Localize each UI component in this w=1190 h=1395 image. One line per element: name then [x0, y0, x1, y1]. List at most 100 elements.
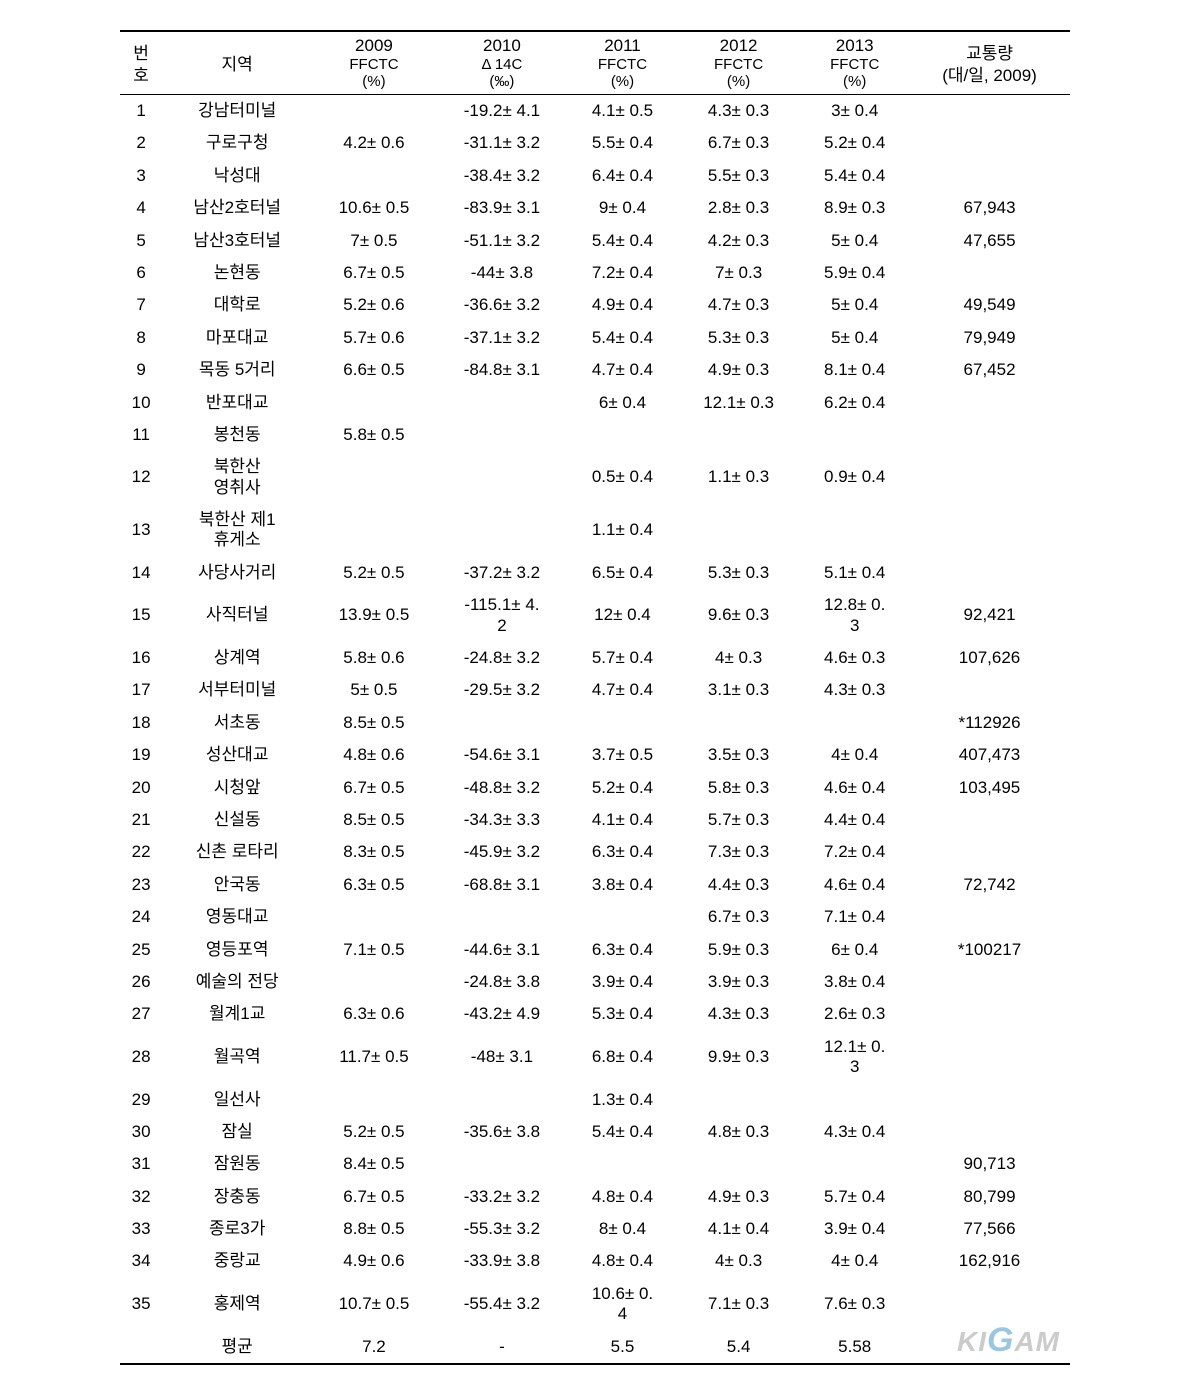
- table-cell: [120, 1331, 162, 1364]
- header-traffic: 교통량(대/일, 2009): [909, 31, 1070, 95]
- table-cell: -48.8± 3.2: [436, 772, 568, 804]
- table-cell: 90,713: [909, 1148, 1070, 1180]
- table-cell: 5.4± 0.4: [568, 322, 677, 354]
- table-row: 20시청앞6.7± 0.5-48.8± 3.25.2± 0.45.8± 0.34…: [120, 772, 1070, 804]
- table-row: 24영동대교6.7± 0.37.1± 0.4: [120, 901, 1070, 933]
- table-row: 19성산대교4.8± 0.6-54.6± 3.13.7± 0.53.5± 0.3…: [120, 739, 1070, 771]
- table-cell: 8.5± 0.5: [312, 707, 436, 739]
- table-cell: 5± 0.4: [800, 322, 909, 354]
- table-cell: 1.1± 0.4: [568, 504, 677, 557]
- table-cell: -44.6± 3.1: [436, 934, 568, 966]
- table-cell: [568, 1148, 677, 1180]
- table-cell: [436, 504, 568, 557]
- table-cell: 월계1교: [162, 998, 312, 1030]
- table-cell: 12± 0.4: [568, 589, 677, 642]
- table-cell: [677, 1084, 801, 1116]
- table-cell: -44± 3.8: [436, 257, 568, 289]
- table-cell: 4.1± 0.4: [677, 1213, 801, 1245]
- table-cell: -68.8± 3.1: [436, 869, 568, 901]
- table-cell: 5.4± 0.4: [568, 1116, 677, 1148]
- table-row: 5남산3호터널7± 0.5-51.1± 3.25.4± 0.44.2± 0.35…: [120, 225, 1070, 257]
- table-cell: 8.1± 0.4: [800, 354, 909, 386]
- table-cell: 8.3± 0.5: [312, 836, 436, 868]
- header-2011: 2011: [568, 31, 677, 56]
- table-cell: [436, 707, 568, 739]
- table-cell: 종로3가: [162, 1213, 312, 1245]
- table-cell: -54.6± 3.1: [436, 739, 568, 771]
- table-cell: 1.3± 0.4: [568, 1084, 677, 1116]
- table-cell: 17: [120, 674, 162, 706]
- table-cell: 6.7± 0.5: [312, 1181, 436, 1213]
- table-cell: [568, 707, 677, 739]
- table-cell: 7± 0.5: [312, 225, 436, 257]
- table-row: 4남산2호터널10.6± 0.5-83.9± 3.19± 0.42.8± 0.3…: [120, 192, 1070, 224]
- table-cell: 7: [120, 289, 162, 321]
- table-cell: [909, 451, 1070, 504]
- table-cell: 107,626: [909, 642, 1070, 674]
- table-cell: 5.4± 0.4: [568, 225, 677, 257]
- table-cell: 13.9± 0.5: [312, 589, 436, 642]
- table-cell: 77,566: [909, 1213, 1070, 1245]
- table-cell: 14: [120, 557, 162, 589]
- table-cell: [909, 127, 1070, 159]
- table-cell: 8.9± 0.3: [800, 192, 909, 224]
- table-cell: 2.6± 0.3: [800, 998, 909, 1030]
- table-row: 22신촌 로타리8.3± 0.5-45.9± 3.26.3± 0.47.3± 0…: [120, 836, 1070, 868]
- table-cell: [909, 998, 1070, 1030]
- table-cell: 3.9± 0.4: [800, 1213, 909, 1245]
- table-cell: 4.7± 0.4: [568, 354, 677, 386]
- table-row: 32장충동6.7± 0.5-33.2± 3.24.8± 0.44.9± 0.35…: [120, 1181, 1070, 1213]
- table-cell: 67,943: [909, 192, 1070, 224]
- table-cell: -115.1± 4.2: [436, 589, 568, 642]
- table-cell: -43.2± 4.9: [436, 998, 568, 1030]
- table-cell: 6.3± 0.5: [312, 869, 436, 901]
- table-cell: 4.6± 0.3: [800, 642, 909, 674]
- table-row: 16상계역5.8± 0.6-24.8± 3.25.7± 0.44± 0.34.6…: [120, 642, 1070, 674]
- table-cell: 7.2± 0.4: [568, 257, 677, 289]
- header-num: 번호: [120, 31, 162, 95]
- table-cell: 4.8± 0.4: [568, 1245, 677, 1277]
- table-cell: [800, 1084, 909, 1116]
- table-cell: -51.1± 3.2: [436, 225, 568, 257]
- table-cell: 안국동: [162, 869, 312, 901]
- table-cell: 6.6± 0.5: [312, 354, 436, 386]
- table-cell: 3.9± 0.4: [568, 966, 677, 998]
- table-cell: -19.2± 4.1: [436, 95, 568, 128]
- table-row: 15사직터널13.9± 0.5-115.1± 4.212± 0.49.6± 0.…: [120, 589, 1070, 642]
- table-cell: [568, 419, 677, 451]
- table-cell: [800, 707, 909, 739]
- table-cell: 월곡역: [162, 1031, 312, 1084]
- table-cell: 5.58: [800, 1331, 909, 1364]
- table-cell: [312, 1084, 436, 1116]
- table-cell: -55.4± 3.2: [436, 1278, 568, 1331]
- table-row: 27월계1교6.3± 0.6-43.2± 4.95.3± 0.44.3± 0.3…: [120, 998, 1070, 1030]
- table-cell: 남산3호터널: [162, 225, 312, 257]
- table-cell: [909, 1116, 1070, 1148]
- table-row: 34중랑교4.9± 0.6-33.9± 3.84.8± 0.44± 0.34± …: [120, 1245, 1070, 1277]
- table-cell: 4.3± 0.4: [800, 1116, 909, 1148]
- table-cell: [568, 901, 677, 933]
- table-cell: 0.9± 0.4: [800, 451, 909, 504]
- table-cell: -36.6± 3.2: [436, 289, 568, 321]
- table-cell: 5.2± 0.5: [312, 1116, 436, 1148]
- table-cell: [436, 387, 568, 419]
- table-cell: [909, 387, 1070, 419]
- table-body: 1강남터미널-19.2± 4.14.1± 0.54.3± 0.33± 0.42구…: [120, 95, 1070, 1365]
- table-cell: -55.3± 3.2: [436, 1213, 568, 1245]
- table-cell: 5.2± 0.6: [312, 289, 436, 321]
- table-cell: 예술의 전당: [162, 966, 312, 998]
- table-cell: 3.5± 0.3: [677, 739, 801, 771]
- table-cell: 15: [120, 589, 162, 642]
- table-cell: [909, 901, 1070, 933]
- table-cell: 북한산 제1휴게소: [162, 504, 312, 557]
- table-cell: 4± 0.3: [677, 1245, 801, 1277]
- table-cell: 6.7± 0.3: [677, 127, 801, 159]
- table-cell: [909, 836, 1070, 868]
- header-region: 지역: [162, 31, 312, 95]
- table-row: 13북한산 제1휴게소1.1± 0.4: [120, 504, 1070, 557]
- table-cell: 30: [120, 1116, 162, 1148]
- table-cell: 6.3± 0.4: [568, 934, 677, 966]
- table-cell: 영동대교: [162, 901, 312, 933]
- table-cell: 5.8± 0.5: [312, 419, 436, 451]
- table-cell: 5.4± 0.4: [800, 160, 909, 192]
